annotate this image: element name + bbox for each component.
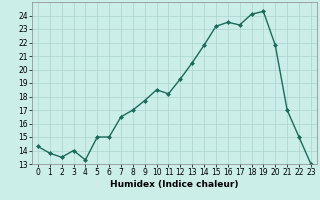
X-axis label: Humidex (Indice chaleur): Humidex (Indice chaleur) — [110, 180, 239, 189]
